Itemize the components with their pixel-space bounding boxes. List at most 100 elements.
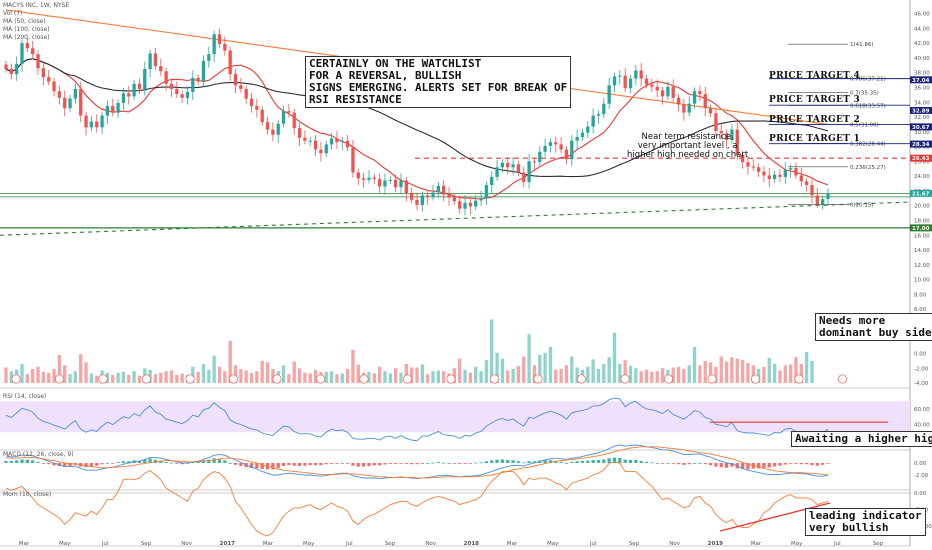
macd-hist-bar <box>660 463 665 464</box>
candle-body <box>260 109 264 123</box>
candle-body <box>36 54 40 69</box>
volume-bar <box>810 360 814 384</box>
macd-tick-label: -2.00 <box>914 473 929 479</box>
candle-body <box>660 90 665 97</box>
volume-bar <box>255 371 259 384</box>
volume-bar <box>799 363 803 384</box>
candle-body <box>724 133 729 140</box>
candle-body <box>580 132 585 137</box>
volume-bar <box>249 372 254 384</box>
candle-body <box>692 91 697 104</box>
rsi-note: Awaiting a higher high <box>791 431 932 447</box>
macd-hist-bar <box>634 460 638 463</box>
volume-bar <box>420 364 424 384</box>
macd-hist-bar <box>506 460 510 463</box>
volume-bar <box>244 370 248 384</box>
macd-hist-bar <box>356 463 360 467</box>
candle-body <box>751 166 755 168</box>
macd-hist-bar <box>724 463 729 468</box>
macd-hist-bar <box>821 463 825 465</box>
macd-hist-bar <box>313 463 318 466</box>
time-tick-label: Mar <box>263 541 274 547</box>
candle-body <box>628 78 633 89</box>
momentum-panel <box>0 461 910 537</box>
macd-hist-bar <box>591 460 595 463</box>
chart-title: MACYS INC, 1W, NYSE <box>3 2 70 9</box>
candle-body <box>671 86 675 98</box>
price-tick-label: 32.00 <box>914 115 930 121</box>
macd-hist-bar <box>180 463 184 465</box>
volume-bar <box>340 373 344 384</box>
candle-body <box>223 43 227 51</box>
fib-levels: 1(41.86) 0.786(37.21) 0.7(35.35) 0.618(33.5… <box>769 42 910 209</box>
candle-body <box>297 128 302 138</box>
candle-body <box>735 129 739 155</box>
volume-bar <box>4 367 8 384</box>
time-tick-label: Nov <box>181 541 192 547</box>
macd-hist-bar <box>687 463 691 465</box>
volume-bar <box>522 356 526 384</box>
candle-body <box>95 121 99 128</box>
volume-bar <box>25 374 30 384</box>
candle-body <box>340 140 344 143</box>
candle-body <box>474 200 478 207</box>
macd-hist-bar <box>127 461 131 463</box>
macd-hist-bar <box>532 461 537 463</box>
macd-hist-bar <box>164 462 168 463</box>
volume-bar <box>719 356 723 384</box>
fib-label: 0.382(28.44) <box>850 141 886 147</box>
candle-body <box>57 91 62 98</box>
earnings-marker <box>141 374 152 384</box>
candle-body <box>89 121 94 128</box>
candle-body <box>564 149 569 160</box>
candle-body <box>356 172 360 179</box>
volume-bar <box>153 374 158 384</box>
time-tick-label: Nov <box>425 541 436 547</box>
macd-hist-bar <box>228 463 232 464</box>
macd-hist-bar <box>404 463 408 464</box>
volume-bar <box>116 372 120 384</box>
volume-note: Needs more dominant buy side <box>815 313 932 341</box>
volume-bar <box>84 362 88 384</box>
price-tag <box>910 140 932 148</box>
macd-hist-bar <box>271 463 275 470</box>
fib-label: 0.7(35.35) <box>850 90 879 96</box>
volume-bar <box>644 369 649 384</box>
legend-vol: Vol (7) <box>3 10 23 17</box>
price-tick-label: -2.00 <box>914 366 929 372</box>
volume-bar <box>260 360 264 384</box>
volume-bar <box>618 363 622 384</box>
volume-bar <box>313 369 318 384</box>
volume-bar <box>223 371 227 384</box>
macd-hist-bar <box>329 463 334 464</box>
macd-hist-bar <box>607 458 611 463</box>
macd-hist-bar <box>516 461 521 463</box>
rsi-legend: RSI (14, close) <box>3 393 47 400</box>
macd-hist-bar <box>217 459 222 463</box>
rsi-line <box>5 397 829 442</box>
macd-hist-bar <box>474 462 478 464</box>
candle-body <box>31 48 35 55</box>
volume-bar <box>602 363 606 384</box>
candle-body <box>255 105 259 110</box>
time-tick-label: 2017 <box>220 541 235 547</box>
macd-hist-bar <box>52 463 56 466</box>
candle-body <box>73 88 78 99</box>
macd-hist-bar <box>639 460 643 463</box>
volume-bar <box>297 368 302 384</box>
volume-bar <box>804 352 809 384</box>
macd-hist-bar <box>778 463 782 466</box>
volume-bar <box>303 372 307 384</box>
macd-panel <box>4 444 830 480</box>
candle-body <box>111 105 115 113</box>
macd-hist-bar <box>575 461 579 463</box>
macd-hist-bar <box>554 460 558 463</box>
price-tick-label: 38.00 <box>914 71 930 77</box>
macd-hist-bar <box>666 463 670 464</box>
volume-bar <box>788 364 793 384</box>
macd-hist-bar <box>196 461 200 463</box>
candle-body <box>431 192 435 197</box>
earnings-marker <box>315 374 326 384</box>
rsi-band <box>0 401 910 433</box>
